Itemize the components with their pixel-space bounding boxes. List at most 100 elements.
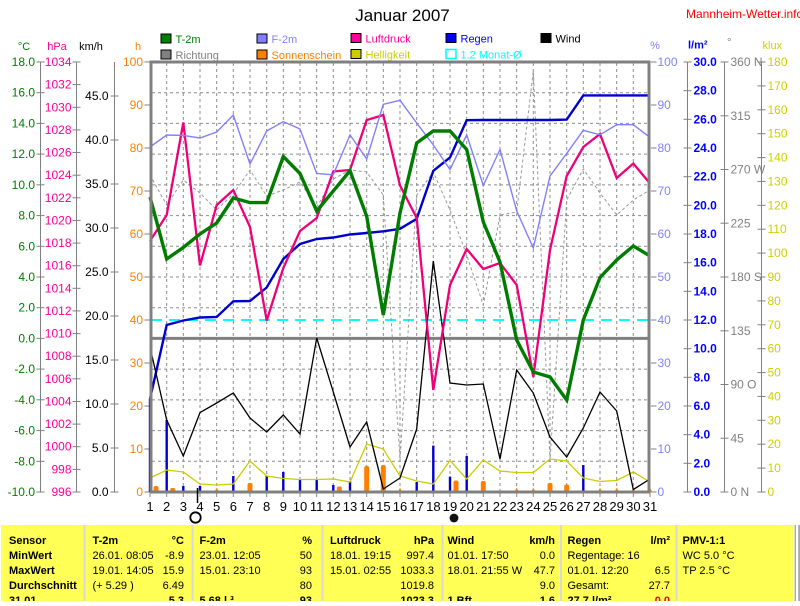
svg-text:90: 90	[768, 270, 782, 284]
svg-text:90: 90	[658, 98, 672, 112]
svg-text:23.01. 12:05: 23.01. 12:05	[200, 550, 261, 562]
svg-text:16.0: 16.0	[694, 256, 718, 270]
svg-text:93: 93	[300, 565, 312, 577]
svg-text:01.01. 17:50: 01.01. 17:50	[448, 550, 509, 562]
svg-text:0.0: 0.0	[655, 595, 670, 601]
svg-text:6.49: 6.49	[163, 580, 184, 592]
svg-text:10.0: 10.0	[694, 342, 718, 356]
svg-text:20: 20	[130, 399, 144, 413]
svg-text:50: 50	[768, 366, 782, 380]
svg-text:225: 225	[731, 216, 751, 230]
svg-text:21: 21	[476, 499, 490, 514]
svg-text:47.7: 47.7	[534, 565, 555, 577]
svg-text:180: 180	[768, 55, 788, 69]
svg-text:14.0: 14.0	[12, 116, 36, 130]
svg-text:1024: 1024	[45, 168, 72, 182]
svg-text:60: 60	[658, 227, 672, 241]
svg-text:135: 135	[731, 324, 751, 338]
svg-text:27: 27	[576, 499, 590, 514]
svg-text:1002: 1002	[45, 417, 72, 431]
svg-text:25: 25	[543, 499, 557, 514]
svg-text:15.01. 02:55: 15.01. 02:55	[330, 565, 391, 577]
svg-text:4.0: 4.0	[694, 428, 711, 442]
svg-text:100: 100	[768, 246, 788, 260]
svg-text:50: 50	[658, 270, 672, 284]
svg-text:1033.3: 1033.3	[400, 565, 434, 577]
svg-text:16: 16	[393, 499, 407, 514]
svg-text:1 Bft: 1 Bft	[448, 595, 473, 601]
svg-text:1032: 1032	[45, 78, 72, 92]
svg-text:14.0: 14.0	[694, 284, 718, 298]
svg-text:18: 18	[426, 499, 440, 514]
svg-text:1023.3: 1023.3	[400, 595, 434, 601]
svg-text:15.9: 15.9	[163, 565, 184, 577]
svg-text:0: 0	[768, 485, 775, 499]
svg-text:30: 30	[658, 356, 672, 370]
svg-text:160: 160	[768, 103, 788, 117]
svg-text:5.68 l ³: 5.68 l ³	[200, 595, 235, 601]
svg-text:1010: 1010	[45, 327, 72, 341]
svg-text:998: 998	[51, 462, 71, 476]
svg-text:6.0: 6.0	[18, 239, 35, 253]
svg-text:80: 80	[300, 580, 312, 592]
svg-text:°C: °C	[18, 41, 30, 53]
svg-text:26.0: 26.0	[694, 112, 718, 126]
svg-text:20.0: 20.0	[85, 309, 109, 323]
svg-text:45: 45	[731, 431, 745, 445]
svg-text:40: 40	[768, 389, 782, 403]
svg-text:26.01. 08:05: 26.01. 08:05	[93, 550, 154, 562]
svg-text:270 W: 270 W	[731, 163, 766, 177]
svg-text:30.0: 30.0	[85, 221, 109, 235]
svg-text:80: 80	[130, 141, 144, 155]
svg-text:-2.0: -2.0	[14, 362, 35, 376]
svg-text:22.0: 22.0	[694, 170, 718, 184]
svg-text:30: 30	[130, 356, 144, 370]
svg-text:9.0: 9.0	[540, 580, 555, 592]
svg-text:60: 60	[768, 342, 782, 356]
svg-text:14: 14	[359, 499, 373, 514]
svg-text:hPa: hPa	[47, 41, 67, 53]
svg-text:80: 80	[768, 294, 782, 308]
svg-text:40: 40	[658, 313, 672, 327]
svg-text:1019.8: 1019.8	[400, 580, 434, 592]
svg-text:klux: klux	[763, 40, 783, 52]
svg-text:996: 996	[51, 485, 71, 499]
svg-text:1.2 Monat-Ø: 1.2 Monat-Ø	[461, 50, 523, 62]
svg-text:10.0: 10.0	[85, 397, 109, 411]
svg-text:27.7 l/m²: 27.7 l/m²	[568, 595, 612, 601]
svg-text:(+ 5.29 ): (+ 5.29 )	[93, 580, 134, 592]
svg-text:13: 13	[343, 499, 357, 514]
svg-text:70: 70	[658, 184, 672, 198]
svg-text:%: %	[650, 40, 660, 52]
svg-text:-6.0: -6.0	[14, 424, 35, 438]
svg-text:140: 140	[768, 151, 788, 165]
svg-text:20: 20	[658, 399, 672, 413]
svg-text:Helligkeit: Helligkeit	[366, 50, 411, 62]
svg-text:50: 50	[300, 550, 312, 562]
svg-text:1016: 1016	[45, 259, 72, 273]
svg-text:%: %	[302, 535, 312, 547]
svg-text:31.01: 31.01	[9, 595, 37, 601]
svg-text:6.0: 6.0	[694, 399, 711, 413]
svg-text:28: 28	[593, 499, 607, 514]
svg-text:15.01. 23:10: 15.01. 23:10	[200, 565, 261, 577]
svg-text:20.0: 20.0	[694, 198, 718, 212]
svg-text:Wind: Wind	[556, 34, 581, 46]
svg-text:26: 26	[559, 499, 573, 514]
svg-text:40: 40	[130, 313, 144, 327]
svg-text:1006: 1006	[45, 372, 72, 386]
svg-text:9: 9	[280, 499, 287, 514]
svg-text:4.0: 4.0	[18, 270, 35, 284]
svg-text:1012: 1012	[45, 304, 72, 318]
svg-text:Januar 2007: Januar 2007	[355, 6, 450, 25]
svg-text:22: 22	[493, 499, 507, 514]
svg-text:l/m²: l/m²	[688, 40, 708, 52]
svg-text:l/m²: l/m²	[650, 535, 670, 547]
svg-text:5: 5	[213, 499, 220, 514]
svg-text:Regen: Regen	[568, 535, 602, 547]
svg-text:1014: 1014	[45, 281, 72, 295]
svg-text:1022: 1022	[45, 191, 72, 205]
svg-text:-10.0: -10.0	[8, 485, 36, 499]
svg-text:hPa: hPa	[414, 535, 435, 547]
svg-text:110: 110	[768, 222, 787, 236]
